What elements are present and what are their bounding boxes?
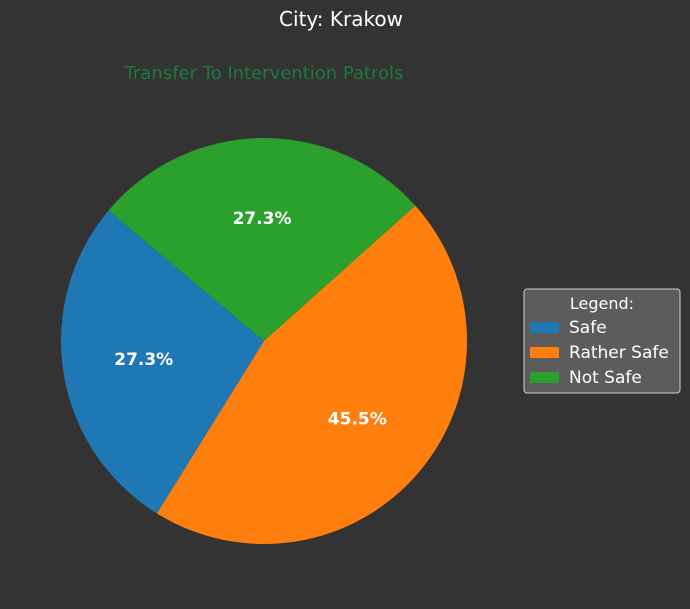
legend-label-not-safe: Not Safe <box>569 368 642 388</box>
legend-items: Safe Rather Safe Not Safe <box>530 318 669 388</box>
legend-label-safe: Safe <box>569 318 607 338</box>
pie-label-not-safe: 27.3% <box>233 209 292 229</box>
chart-subtitle: Transfer To Intervention Patrols <box>124 63 404 84</box>
pie-labels: 27.3% 45.5% 27.3% <box>114 209 387 429</box>
legend-title: Legend: <box>570 294 634 313</box>
legend-label-rather-safe: Rather Safe <box>569 343 669 363</box>
pie-label-rather-safe: 45.5% <box>328 409 387 429</box>
chart-title: City: Krakow <box>279 7 403 31</box>
legend-swatch-rather-safe <box>530 347 559 358</box>
pie-slice-safe <box>60 210 264 514</box>
pie-slice-not-safe <box>108 138 416 341</box>
pie-slices <box>60 138 468 545</box>
pie-label-safe: 27.3% <box>114 350 173 370</box>
legend-swatch-safe <box>530 322 559 333</box>
legend-box <box>523 288 681 394</box>
legend-swatch-not-safe <box>530 372 559 383</box>
pie-slice-rather-safe <box>156 205 468 545</box>
legend: Legend: Safe Rather Safe Not Safe <box>523 288 681 394</box>
